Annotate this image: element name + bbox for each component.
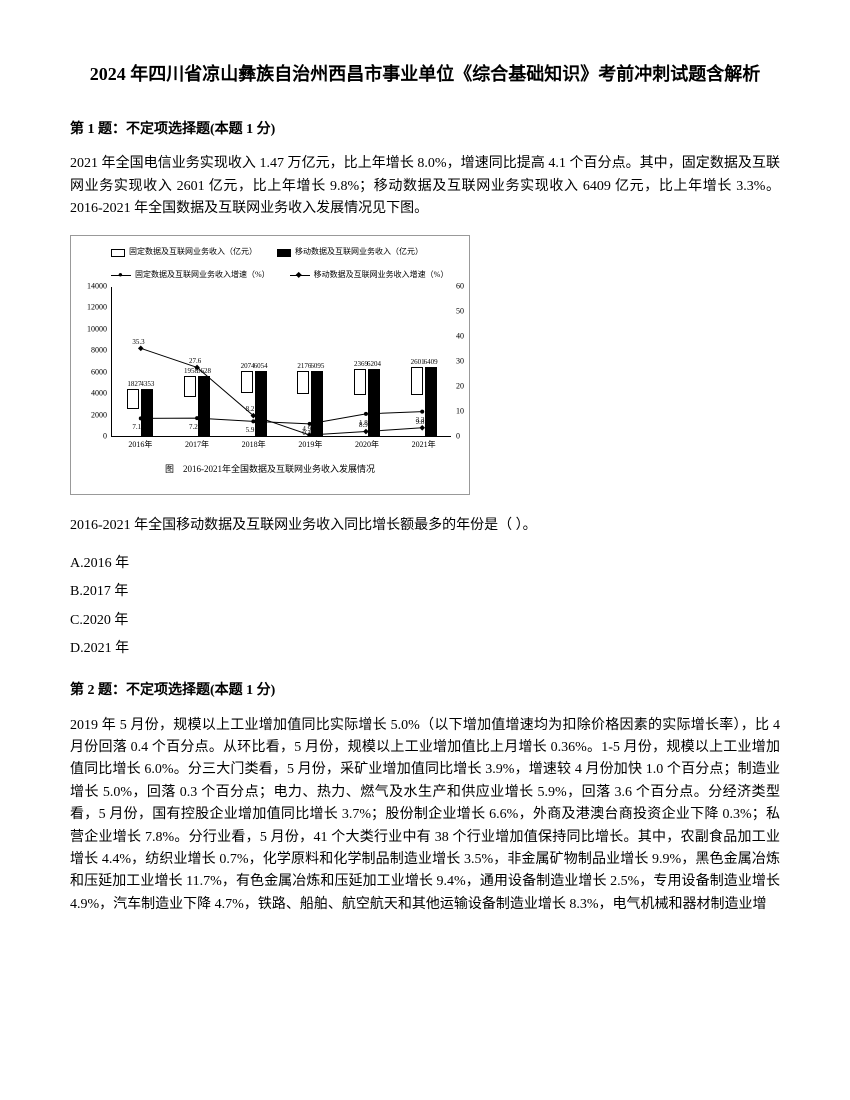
q2-header: 第 2 题：不定项选择题(本题 1 分) — [70, 680, 780, 702]
page-title: 2024 年四川省凉山彝族自治州西昌市事业单位《综合基础知识》考前冲刺试题含解析 — [70, 60, 780, 89]
q2-body: 2019 年 5 月份，规模以上工业增加值同比实际增长 5.0%（以下增加值增速… — [70, 715, 780, 917]
option-a[interactable]: A.2016 年 — [70, 553, 780, 575]
option-b[interactable]: B.2017 年 — [70, 581, 780, 603]
chart-container: 固定数据及互联网业务收入（亿元） 移动数据及互联网业务收入（亿元） 固定数据及互… — [70, 235, 470, 495]
q1-options: A.2016 年 B.2017 年 C.2020 年 D.2021 年 — [70, 553, 780, 661]
q1-question: 2016-2021 年全国移动数据及互联网业务收入同比增长额最多的年份是（ ）。 — [70, 515, 780, 537]
q1-body: 2021 年全国电信业务实现收入 1.47 万亿元，比上年增长 8.0%，增速同… — [70, 153, 780, 220]
option-c[interactable]: C.2020 年 — [70, 610, 780, 632]
chart-plot: 0200040006000800010000120001400001020304… — [111, 287, 451, 437]
chart-legend: 固定数据及互联网业务收入（亿元） 移动数据及互联网业务收入（亿元） 固定数据及互… — [81, 246, 459, 282]
q1-header: 第 1 题：不定项选择题(本题 1 分) — [70, 119, 780, 141]
option-d[interactable]: D.2021 年 — [70, 638, 780, 660]
chart-caption: 图 2016-2021年全国数据及互联网业务收入发展情况 — [81, 462, 459, 476]
